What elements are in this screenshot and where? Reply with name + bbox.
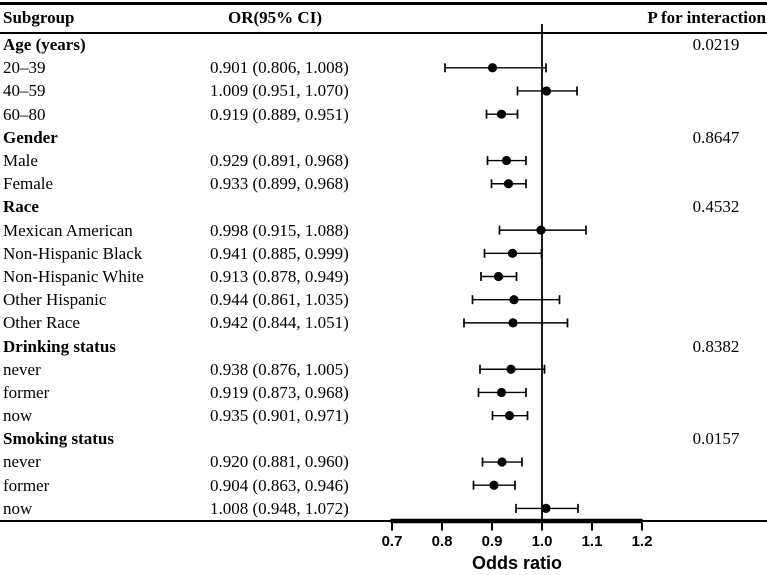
x-tick-label: 1.0 (531, 533, 553, 550)
table-row: former 0.904 (0.863, 0.946) (0, 474, 767, 497)
row-label: former (3, 382, 50, 402)
x-tick-label: 0.7 (381, 533, 403, 550)
row-or-ci-value: 0.904 (0.863, 0.946) (210, 475, 349, 495)
row-or-ci-value: 0.942 (0.844, 1.051) (210, 313, 349, 333)
row-label: 20–39 (3, 58, 46, 78)
row-or-ci-value: 0.944 (0.861, 1.035) (210, 290, 349, 310)
row-label: Non-Hispanic White (3, 266, 144, 286)
table-row: Mexican American 0.998 (0.915, 1.088) (0, 219, 767, 242)
col-header-subgroup: Subgroup (3, 8, 75, 27)
table-row: Smoking status 0.0157 (0, 427, 767, 450)
row-p-interaction-value: 0.4532 (692, 197, 740, 217)
col-header-p-interaction: P for interaction (647, 8, 766, 27)
row-label: 60–80 (3, 104, 46, 124)
x-tick-label: 1.2 (631, 533, 653, 550)
row-or-ci-value: 0.998 (0.915, 1.088) (210, 220, 349, 240)
row-p-interaction-value: 0.8647 (692, 127, 740, 147)
row-p-interaction-value: 0.0157 (692, 429, 740, 449)
table-row: 60–80 0.919 (0.889, 0.951) (0, 103, 767, 126)
row-or-ci-value: 0.933 (0.899, 0.968) (210, 174, 349, 194)
row-label: Drinking status (3, 336, 116, 356)
row-label: Age (years) (3, 35, 86, 55)
table-row: never 0.938 (0.876, 1.005) (0, 358, 767, 381)
x-tick-label: 1.1 (581, 533, 603, 550)
col-header-or-ci: OR(95% CI) (228, 8, 322, 27)
table-row: 40–59 1.009 (0.951, 1.070) (0, 79, 767, 102)
row-p-interaction-value: 0.8382 (692, 336, 740, 356)
table-row: Gender 0.8647 (0, 126, 767, 149)
row-label: now (3, 406, 33, 426)
table-row: Female 0.933 (0.899, 0.968) (0, 172, 767, 195)
table-row: Other Hispanic 0.944 (0.861, 1.035) (0, 288, 767, 311)
x-tick-label: 0.9 (481, 533, 503, 550)
row-label: Non-Hispanic Black (3, 243, 143, 263)
row-or-ci-value: 0.935 (0.901, 0.971) (210, 406, 349, 426)
x-tick-label: 0.8 (431, 533, 453, 550)
table-row: now 0.935 (0.901, 0.971) (0, 404, 767, 427)
row-or-ci-value: 0.941 (0.885, 0.999) (210, 243, 349, 263)
row-label: 40–59 (3, 81, 46, 101)
table-row: now 1.008 (0.948, 1.072) (0, 497, 767, 520)
row-label: Other Hispanic (3, 290, 107, 310)
table-rows: Age (years) 0.0219 20–39 0.901 (0.806, 1.00… (0, 33, 767, 520)
row-label: Smoking status (3, 429, 115, 449)
table-row: Drinking status 0.8382 (0, 334, 767, 357)
row-or-ci-value: 0.913 (0.878, 0.949) (210, 266, 349, 286)
row-p-interaction-value: 0.0219 (692, 35, 740, 55)
row-label: Gender (3, 127, 58, 147)
table-row: Non-Hispanic White 0.913 (0.878, 0.949) (0, 265, 767, 288)
table-row: 20–39 0.901 (0.806, 1.008) (0, 56, 767, 79)
row-label: now (3, 498, 33, 518)
row-label: never (3, 452, 41, 472)
row-or-ci-value: 0.920 (0.881, 0.960) (210, 452, 349, 472)
row-or-ci-value: 0.919 (0.873, 0.968) (210, 382, 349, 402)
row-label: Other Race (3, 313, 80, 333)
row-or-ci-value: 1.008 (0.948, 1.072) (210, 498, 349, 518)
row-label: former (3, 475, 50, 495)
table-row: Non-Hispanic Black 0.941 (0.885, 0.999) (0, 242, 767, 265)
row-label: Mexican American (3, 220, 133, 240)
table-row: Race 0.4532 (0, 195, 767, 218)
x-axis-title: Odds ratio (471, 553, 563, 573)
row-label: never (3, 359, 41, 379)
row-or-ci-value: 0.901 (0.806, 1.008) (210, 58, 349, 78)
row-or-ci-value: 0.919 (0.889, 0.951) (210, 104, 349, 124)
row-label: Female (3, 174, 54, 194)
table-row: Male 0.929 (0.891, 0.968) (0, 149, 767, 172)
top-rule (0, 2, 767, 5)
row-label: Male (3, 151, 38, 171)
table-row: never 0.920 (0.881, 0.960) (0, 450, 767, 473)
table-row: former 0.919 (0.873, 0.968) (0, 381, 767, 404)
row-or-ci-value: 1.009 (0.951, 1.070) (210, 81, 349, 101)
table-row: Other Race 0.942 (0.844, 1.051) (0, 311, 767, 334)
row-or-ci-value: 0.929 (0.891, 0.968) (210, 151, 349, 171)
row-label: Race (3, 197, 39, 217)
row-or-ci-value: 0.938 (0.876, 1.005) (210, 359, 349, 379)
table-row: Age (years) 0.0219 (0, 33, 767, 56)
header-rule (0, 32, 767, 34)
